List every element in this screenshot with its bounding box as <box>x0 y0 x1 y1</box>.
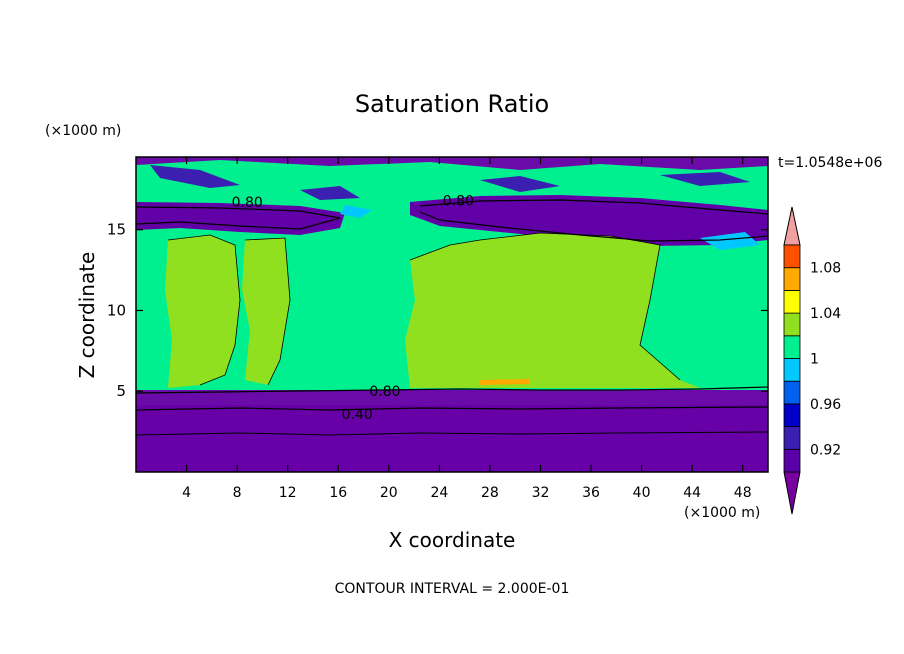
colorbar-swatch <box>783 426 801 450</box>
x-tick-label-32: 32 <box>532 485 550 501</box>
time-label: t=1.0548e+06 <box>778 155 882 171</box>
contour-line-0.80-lower <box>136 386 768 394</box>
colorbar-swatch <box>783 312 801 337</box>
x-tick-label-48: 48 <box>734 485 752 501</box>
contour-label: 0.80 <box>443 194 474 210</box>
x-tick-label-36: 36 <box>582 485 600 501</box>
x-axis-ticks: 4 8 12 16 20 24 28 32 36 40 44 48 <box>182 157 752 501</box>
field-lime-left-2 <box>242 238 290 385</box>
y-tick-label-10: 10 <box>107 301 126 319</box>
colorbar-tick-label: 1.08 <box>810 261 841 277</box>
colorbar-swatch <box>783 289 801 314</box>
contour-labels: 0.80 0.80 0.80 0.40 <box>232 194 474 423</box>
field-lime-left-1 <box>165 235 240 388</box>
x-tick-label-12: 12 <box>279 485 297 501</box>
colorbar-swatch <box>783 267 801 291</box>
colorbar-swatch <box>783 403 801 427</box>
x-tick-label-20: 20 <box>380 485 398 501</box>
colorbar-swatch <box>783 335 801 359</box>
field-cyan-accents <box>340 205 760 250</box>
colorbar-tick-label: 1.04 <box>810 306 841 322</box>
colorbar-under-arrow <box>783 471 801 515</box>
y-unit-label: (×1000 m) <box>45 123 121 139</box>
x-tick-label-28: 28 <box>481 485 499 501</box>
colorbar-swatch <box>783 244 801 269</box>
colorbar-tick-label: 1 <box>810 352 819 368</box>
contour-lines-lime-edges <box>167 232 681 386</box>
colorbar-tick-label: 0.92 <box>810 442 841 458</box>
x-tick-label-16: 16 <box>329 485 347 501</box>
colorbar-over-arrow <box>783 206 801 246</box>
contour-label: 0.80 <box>232 195 263 211</box>
contour-interval-label: CONTOUR INTERVAL = 2.000E-01 <box>335 581 570 597</box>
colorbar-swatch <box>783 448 801 473</box>
contour-line-lower-bottom <box>136 431 768 436</box>
field-lime-center <box>405 233 700 388</box>
x-tick-label-40: 40 <box>633 485 651 501</box>
x-axis-label: X coordinate <box>389 528 516 552</box>
contour-line-0.80-upper-left <box>136 206 341 230</box>
x-tick-label-8: 8 <box>233 485 242 501</box>
colorbar: 0.92 0.96 1 1.04 1.08 <box>783 206 841 515</box>
x-tick-label-4: 4 <box>182 485 191 501</box>
contour-label: 0.40 <box>342 407 373 423</box>
colorbar-swatch <box>783 358 801 382</box>
contour-line-0.40 <box>136 406 768 411</box>
y-tick-label-5: 5 <box>116 382 126 400</box>
field-orange-accent <box>480 379 530 385</box>
contour-field <box>136 157 768 472</box>
contour-label: 0.80 <box>369 384 400 400</box>
x-tick-label-24: 24 <box>430 485 448 501</box>
plot-frame <box>135 156 769 473</box>
y-axis-label: Z coordinate <box>75 252 99 379</box>
field-upper-purple-band-right <box>410 195 768 246</box>
colorbar-swatch <box>783 380 801 405</box>
x-unit-label: (×1000 m) <box>684 505 760 521</box>
colorbar-tick-label: 0.96 <box>810 397 841 413</box>
field-top-purple-strip <box>136 157 768 170</box>
y-axis-ticks: 5 10 15 <box>107 221 768 400</box>
y-tick-label-15: 15 <box>107 221 126 239</box>
x-tick-label-44: 44 <box>683 485 701 501</box>
chart-title: Saturation Ratio <box>355 90 549 118</box>
field-deep-purple <box>136 405 768 472</box>
